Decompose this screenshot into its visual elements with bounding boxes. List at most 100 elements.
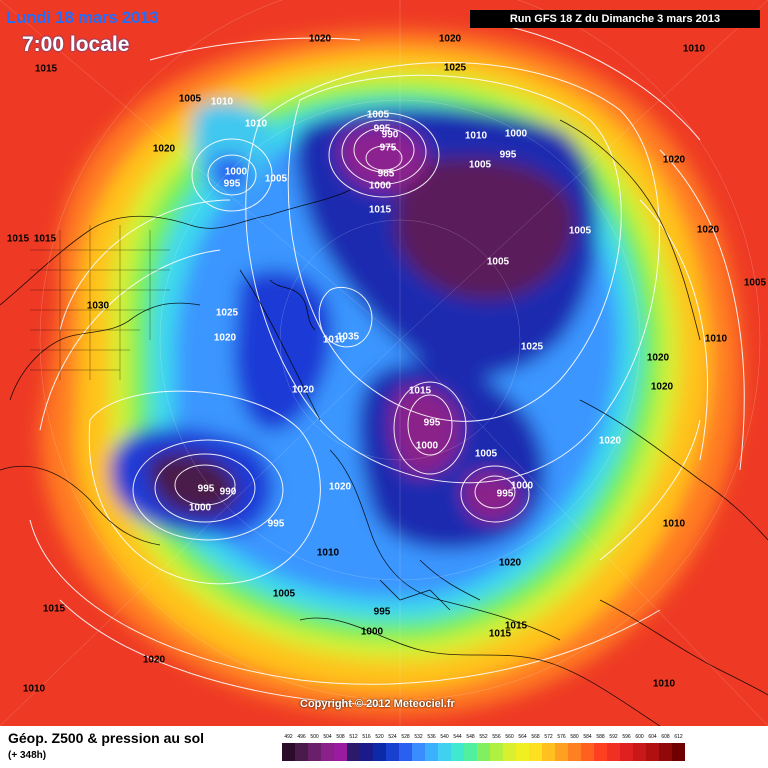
color-swatch [464,743,477,761]
isobar-label: 1010 [322,334,346,346]
color-swatch [503,743,516,761]
isobar-label: 1020 [142,654,166,666]
isobar-label: 1005 [568,225,592,237]
scale-tick-label: 572 [544,734,553,740]
footer-title: Géop. Z500 & pression au sol [8,730,205,746]
forecast-hour: (+ 348h) [8,750,47,761]
color-swatch [581,743,594,761]
color-swatch [412,743,425,761]
weather-map: 1020 1020 1010 1015 1025 1005 1010 1010 1005 995 9… [0,0,768,726]
isobar-label: 995 [499,149,517,161]
isobar-label: 1025 [215,307,239,319]
scale-tick-label: 512 [349,734,358,740]
isobar-label: 995 [267,518,285,530]
scale-tick-label: 612 [674,734,683,740]
isobar-label: 995 [423,417,441,429]
isobar-label: 1020 [328,481,352,493]
isobar-label: 1000 [510,480,534,492]
color-swatch [633,743,646,761]
isobar-label: 1005 [486,256,510,268]
color-swatch [373,743,386,761]
isobar-label: 1025 [520,341,544,353]
isobar-label: 1020 [598,435,622,447]
color-scale [282,743,685,761]
isobar-label: 1000 [368,180,392,192]
isobar-label: 1015 [42,603,66,615]
isobar-label: 1010 [464,130,488,142]
scale-tick-label: 560 [505,734,514,740]
isobar-label: 1020 [646,352,670,364]
scale-tick-label: 592 [609,734,618,740]
isobar-label: 1010 [316,547,340,559]
scale-tick-label: 536 [427,734,436,740]
isobar-label: 1005 [366,109,390,121]
isobar-label: 1015 [6,233,30,245]
scale-tick-label: 604 [648,734,657,740]
scale-tick-label: 600 [635,734,644,740]
scale-tick-label: 504 [323,734,332,740]
color-swatch [477,743,490,761]
isobar-label: 990 [381,129,399,141]
isobar-label: 1010 [22,683,46,695]
isobar-label: 1020 [213,332,237,344]
color-swatch [347,743,360,761]
color-swatch [438,743,451,761]
isobar-label: 1010 [682,43,706,55]
isobar-label: 1015 [34,63,58,75]
color-swatch [542,743,555,761]
scale-tick-label: 548 [466,734,475,740]
isobar-label: 995 [373,606,391,618]
isobar-label: 1005 [743,277,767,289]
color-swatch [451,743,464,761]
isobar-label: 1020 [650,381,674,393]
scale-tick-label: 528 [401,734,410,740]
scale-tick-label: 520 [375,734,384,740]
scale-tick-label: 508 [336,734,345,740]
isobar-label: 1000 [188,502,212,514]
color-swatch [659,743,672,761]
isobar-label: 995 [496,488,514,500]
scale-tick-label: 516 [362,734,371,740]
scale-tick-label: 564 [518,734,527,740]
isobar-label: 1020 [291,384,315,396]
scale-tick-label: 540 [440,734,449,740]
isobar-label: 995 [373,123,391,135]
isobar-label: 1020 [152,143,176,155]
isobar-label: 985 [377,168,395,180]
isobar-label: 1000 [415,440,439,452]
scale-tick-label: 544 [453,734,462,740]
scale-tick-label: 496 [297,734,306,740]
scale-tick-label: 500 [310,734,319,740]
isobar-label: 1020 [498,557,522,569]
color-swatch [672,743,685,761]
isobar-label: 1010 [662,518,686,530]
color-swatch [620,743,633,761]
isobar-label: 1005 [474,448,498,460]
color-swatch [308,743,321,761]
color-swatch [425,743,438,761]
color-swatch [334,743,347,761]
isobar-label: 995 [197,483,215,495]
isobar-label: 995 [223,178,241,190]
color-swatch [529,743,542,761]
isobar-label: 990 [219,486,237,498]
isobar-label: 1020 [438,33,462,45]
isobar-label: 1025 [443,62,467,74]
color-swatch [295,743,308,761]
geopotential-field [0,0,768,726]
isobar-label: 1015 [368,204,392,216]
scale-tick-label: 588 [596,734,605,740]
color-swatch [490,743,503,761]
scale-tick-label: 576 [557,734,566,740]
isobar-label: 1035 [336,331,360,343]
isobar-label: 1010 [652,678,676,690]
scale-tick-label: 568 [531,734,540,740]
color-swatch [321,743,334,761]
scale-tick-label: 580 [570,734,579,740]
scale-tick-label: 596 [622,734,631,740]
run-info-banner: Run GFS 18 Z du Dimanche 3 mars 2013 [470,10,760,28]
color-swatch [594,743,607,761]
scale-tick-label: 532 [414,734,423,740]
isobar-label: 1010 [210,96,234,108]
color-scale-ticks: 492 496 500 504 508 512 516 520 524 528 532 536 540 5… [282,734,750,742]
